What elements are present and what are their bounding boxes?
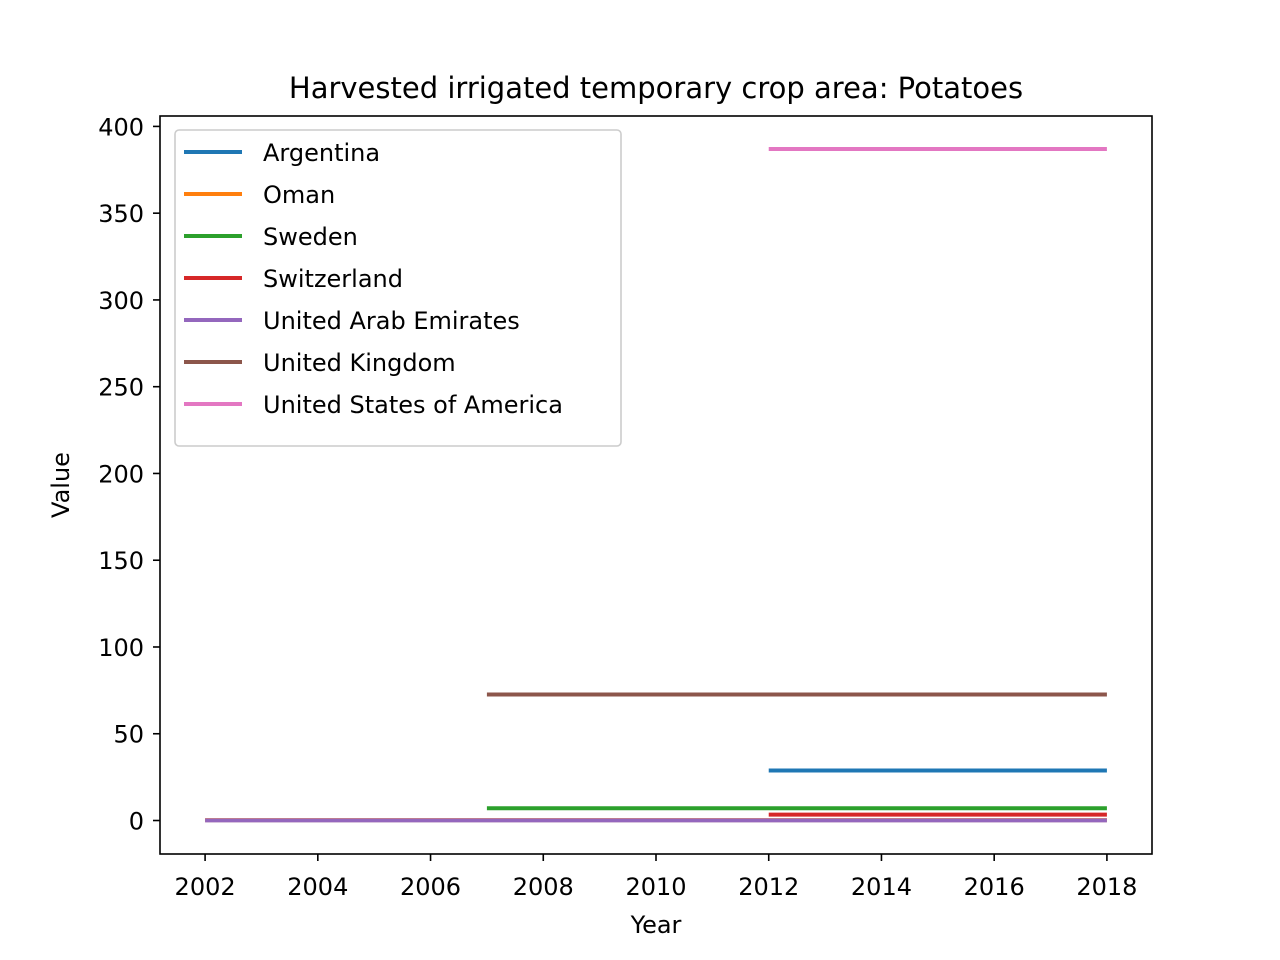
x-tick-label: 2004: [287, 873, 348, 901]
chart-title: Harvested irrigated temporary crop area:…: [289, 71, 1023, 105]
legend: Argentina Oman Sweden Switzerland United Ara…: [174, 129, 622, 447]
x-axis-label: Year: [630, 911, 682, 939]
plot-lines: [205, 146, 1107, 823]
x-tick-label: 2010: [625, 873, 686, 901]
y-tick-label: 50: [113, 721, 144, 749]
y-axis: 0 50 100 150 200 250 300 350 400: [98, 113, 160, 836]
y-tick-label: 150: [98, 547, 144, 575]
legend-box: [174, 129, 622, 447]
x-tick-label: 2018: [1076, 873, 1137, 901]
y-tick-label: 200: [98, 460, 144, 488]
legend-label-2: Sweden: [263, 223, 358, 251]
x-axis: 2002 2004 2006 2008 2010 2012 2014 2016 2018: [175, 854, 1137, 901]
legend-label-1: Oman: [263, 181, 335, 209]
x-tick-label: 2012: [738, 873, 799, 901]
x-tick-label: 2006: [400, 873, 461, 901]
x-tick-label: 2014: [851, 873, 912, 901]
y-tick-label: 100: [98, 634, 144, 662]
x-tick-label: 2002: [175, 873, 236, 901]
y-tick-label: 300: [98, 287, 144, 315]
legend-label-0: Argentina: [263, 139, 380, 167]
legend-label-4: United Arab Emirates: [263, 307, 520, 335]
legend-label-5: United Kingdom: [263, 349, 456, 377]
x-tick-label: 2016: [964, 873, 1025, 901]
legend-label-6: United States of America: [263, 391, 563, 419]
y-tick-label: 0: [129, 808, 144, 836]
x-tick-label: 2008: [513, 873, 574, 901]
y-tick-label: 350: [98, 200, 144, 228]
y-tick-label: 250: [98, 374, 144, 402]
y-axis-label: Value: [47, 452, 75, 518]
y-tick-label: 400: [98, 113, 144, 141]
legend-label-3: Switzerland: [263, 265, 403, 293]
